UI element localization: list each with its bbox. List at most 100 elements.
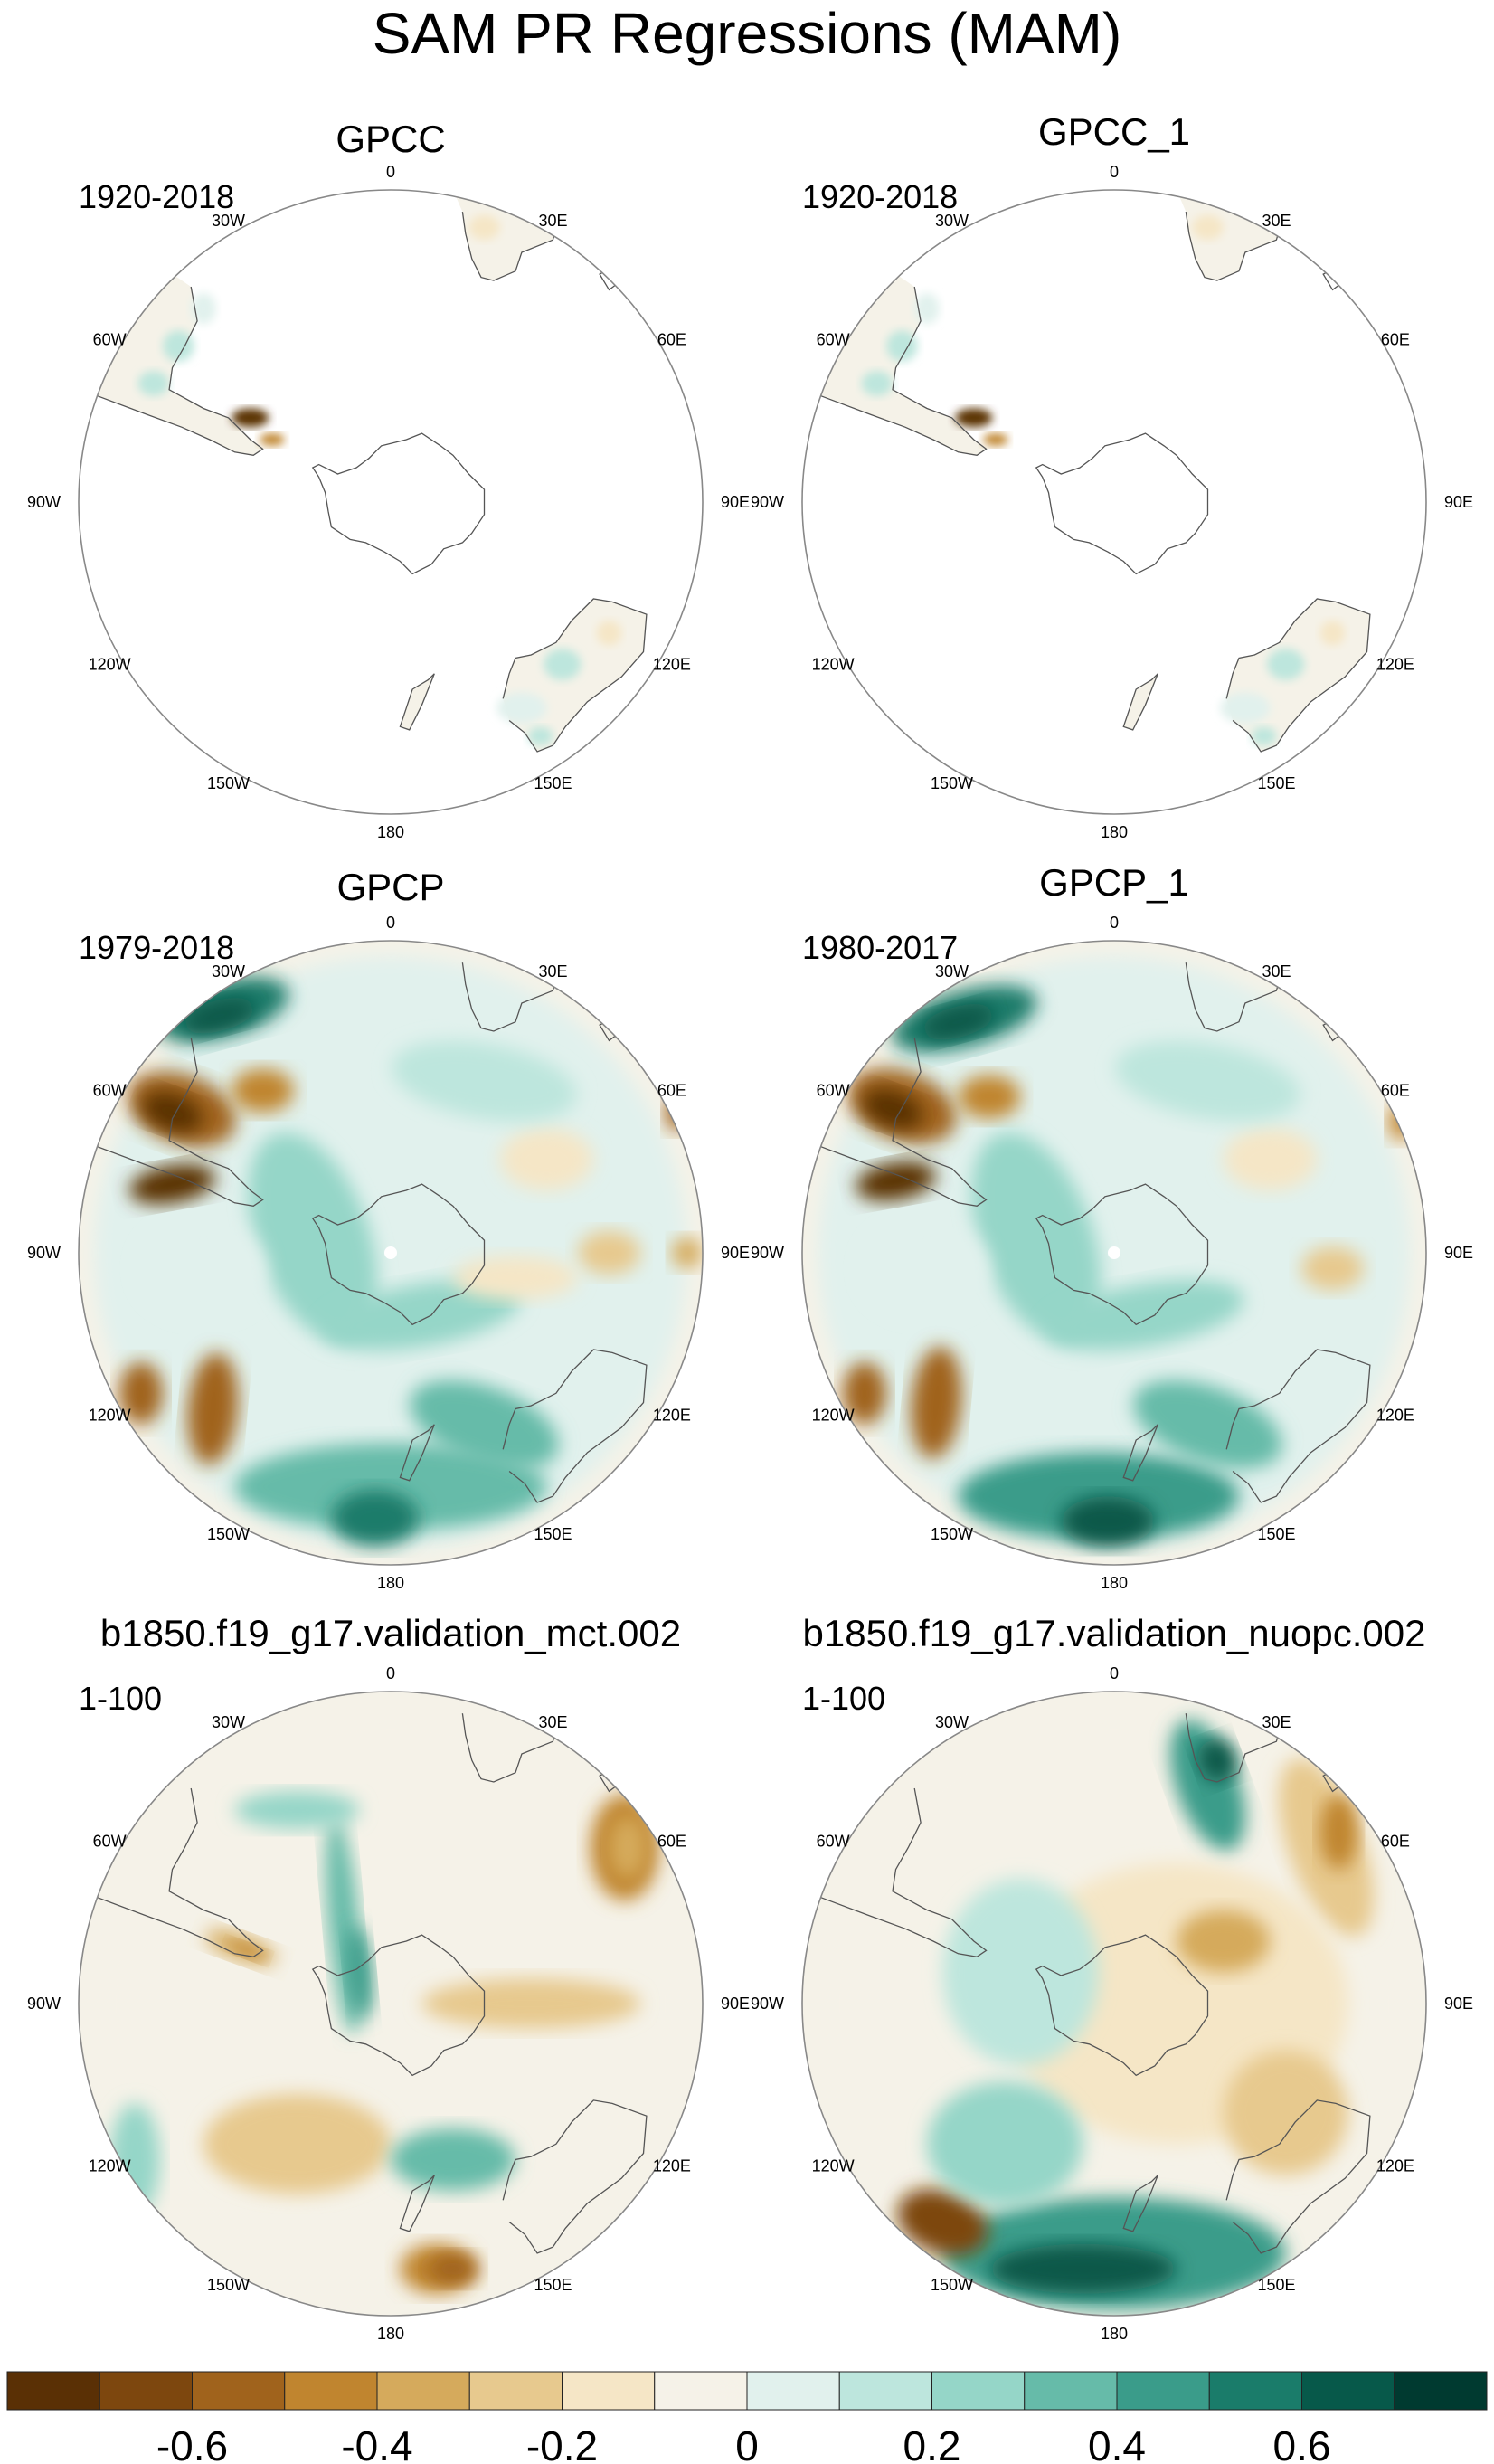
- new-zealand-coast: [399, 1424, 435, 1482]
- colorbar-tick-label: -0.2: [526, 2422, 598, 2464]
- antarctica-coast: [311, 432, 486, 575]
- africa-coast: [461, 212, 560, 281]
- colorbar: -0.6 -0.4 -0.2 0 0.2 0.4 0.6: [6, 2371, 1488, 2464]
- lon-label: 120E: [1376, 656, 1414, 674]
- colorbar-swatch: [931, 2371, 1026, 2411]
- lon-label: 180: [377, 1574, 404, 1592]
- new-zealand-coast: [1122, 673, 1158, 731]
- lon-label: 90E: [721, 493, 750, 511]
- lon-label: 150E: [1257, 2276, 1295, 2294]
- lon-label: 60W: [93, 1833, 127, 1851]
- lon-label: 150E: [534, 2276, 572, 2294]
- lon-label: 30W: [935, 962, 969, 981]
- lon-label: 0: [1110, 1664, 1119, 1682]
- lon-label: 60E: [657, 331, 686, 349]
- page-title: SAM PR Regressions (MAM): [372, 1, 1122, 66]
- colorbar-tick-label: 0.4: [1088, 2422, 1146, 2464]
- colorbar-swatch: [838, 2371, 932, 2411]
- lon-label: 150W: [931, 2276, 973, 2294]
- lon-label: 120E: [653, 656, 691, 674]
- australia-coast: [1225, 1349, 1371, 1503]
- lon-label: 180: [1101, 2325, 1128, 2343]
- lon-label: 90W: [751, 493, 784, 511]
- lon-label: 120W: [812, 656, 855, 674]
- antarctica-coast: [311, 1183, 486, 1326]
- panel-title: b1850.f19_g17.validation_nuopc.002: [803, 1612, 1426, 1654]
- lon-label: 150W: [931, 1525, 973, 1543]
- panel-years: 1-100: [79, 1680, 162, 1717]
- colorbar-swatch: [99, 2371, 193, 2411]
- lon-label: 150W: [207, 2276, 250, 2294]
- lon-label: 90W: [27, 1244, 61, 1262]
- south-america-coast: [820, 286, 988, 456]
- lon-label: 0: [1110, 914, 1119, 932]
- south-america-coast: [97, 1037, 264, 1207]
- australia-coast: [502, 1349, 648, 1503]
- panel-title: GPCC_1: [1038, 110, 1190, 153]
- coastlines: [97, 962, 648, 1503]
- lon-label: 120E: [1376, 1407, 1414, 1425]
- map-panel-2: 0 30E 60E 90E 120E 150E 180 150W 120W 90W 60W 30W GP…: [751, 110, 1473, 841]
- new-zealand-coast: [1122, 2175, 1158, 2232]
- lon-label: 120W: [89, 2157, 131, 2175]
- map-panel-1: 0 30E 60E 90E 120E 150E 180 150W 120W 90W 60W 30W GP…: [27, 118, 750, 841]
- australia-coast: [502, 598, 648, 753]
- lon-label: 60E: [1381, 1833, 1410, 1851]
- precip-regression-field: [94, 1707, 687, 2300]
- colorbar-swatch: [746, 2371, 840, 2411]
- australia-coast: [1225, 598, 1371, 753]
- colorbar-swatch: [1394, 2371, 1488, 2411]
- south-america-coast: [820, 1787, 988, 1957]
- lon-label: 150W: [207, 1525, 250, 1543]
- lon-label: 150E: [1257, 1525, 1295, 1543]
- lon-label: 120W: [89, 656, 131, 674]
- colorbar-swatch: [284, 2371, 378, 2411]
- colorbar-swatch: [1024, 2371, 1118, 2411]
- map-border: [801, 189, 1427, 815]
- new-zealand-coast: [399, 673, 435, 731]
- colorbar-tick-label: 0: [735, 2422, 759, 2464]
- africa-coast: [461, 1713, 560, 1783]
- africa-coast: [461, 962, 560, 1032]
- coastlines: [820, 1713, 1371, 2254]
- lon-label: 60W: [817, 1082, 850, 1100]
- lon-label: 30E: [1262, 1713, 1291, 1731]
- lon-label: 90E: [721, 1995, 750, 2013]
- panel-years: 1-100: [802, 1680, 885, 1717]
- lon-label: 150E: [534, 1525, 572, 1543]
- lon-label: 150E: [1257, 774, 1295, 792]
- south-america-coast: [820, 1037, 988, 1207]
- africa-coast: [1185, 962, 1283, 1032]
- lon-label: 90E: [1444, 1244, 1473, 1262]
- map-border: [78, 1691, 704, 2317]
- lon-label: 90E: [1444, 1995, 1473, 2013]
- lon-label: 90E: [721, 1244, 750, 1262]
- lon-label: 30W: [935, 212, 969, 230]
- lon-label: 150W: [207, 774, 250, 792]
- colorbar-swatch: [192, 2371, 286, 2411]
- colorbar-swatch: [468, 2371, 563, 2411]
- map-panel-4: 0 30E 60E 90E 120E 150E 180 150W 120W 90W 60W 30W GP…: [751, 861, 1473, 1592]
- lon-label: 90W: [751, 1244, 784, 1262]
- lon-label: 60E: [1381, 1082, 1410, 1100]
- colorbar-swatch: [6, 2371, 100, 2411]
- lon-label: 0: [386, 914, 395, 932]
- lon-label: 30E: [1262, 212, 1291, 230]
- lon-label: 60E: [657, 1082, 686, 1100]
- colorbar-tick-label: 0.6: [1273, 2422, 1331, 2464]
- south-america-coast: [97, 286, 264, 456]
- panel-years: 1920-2018: [802, 178, 958, 215]
- coastlines: [820, 212, 1371, 753]
- lon-label: 120E: [653, 2157, 691, 2175]
- south-america-coast: [97, 1787, 264, 1957]
- lon-label: 30E: [538, 212, 567, 230]
- panel-title: GPCP_1: [1039, 861, 1189, 904]
- lon-label: 0: [1110, 163, 1119, 181]
- colorbar-swatch: [562, 2371, 656, 2411]
- lon-label: 180: [1101, 1574, 1128, 1592]
- lon-label: 120W: [812, 2157, 855, 2175]
- lon-label: 90W: [27, 493, 61, 511]
- map-panel-3: 0 30E 60E 90E 120E 150E 180 150W 120W 90W 60W 30W GP…: [27, 866, 750, 1592]
- panel-title: GPCP: [336, 866, 444, 908]
